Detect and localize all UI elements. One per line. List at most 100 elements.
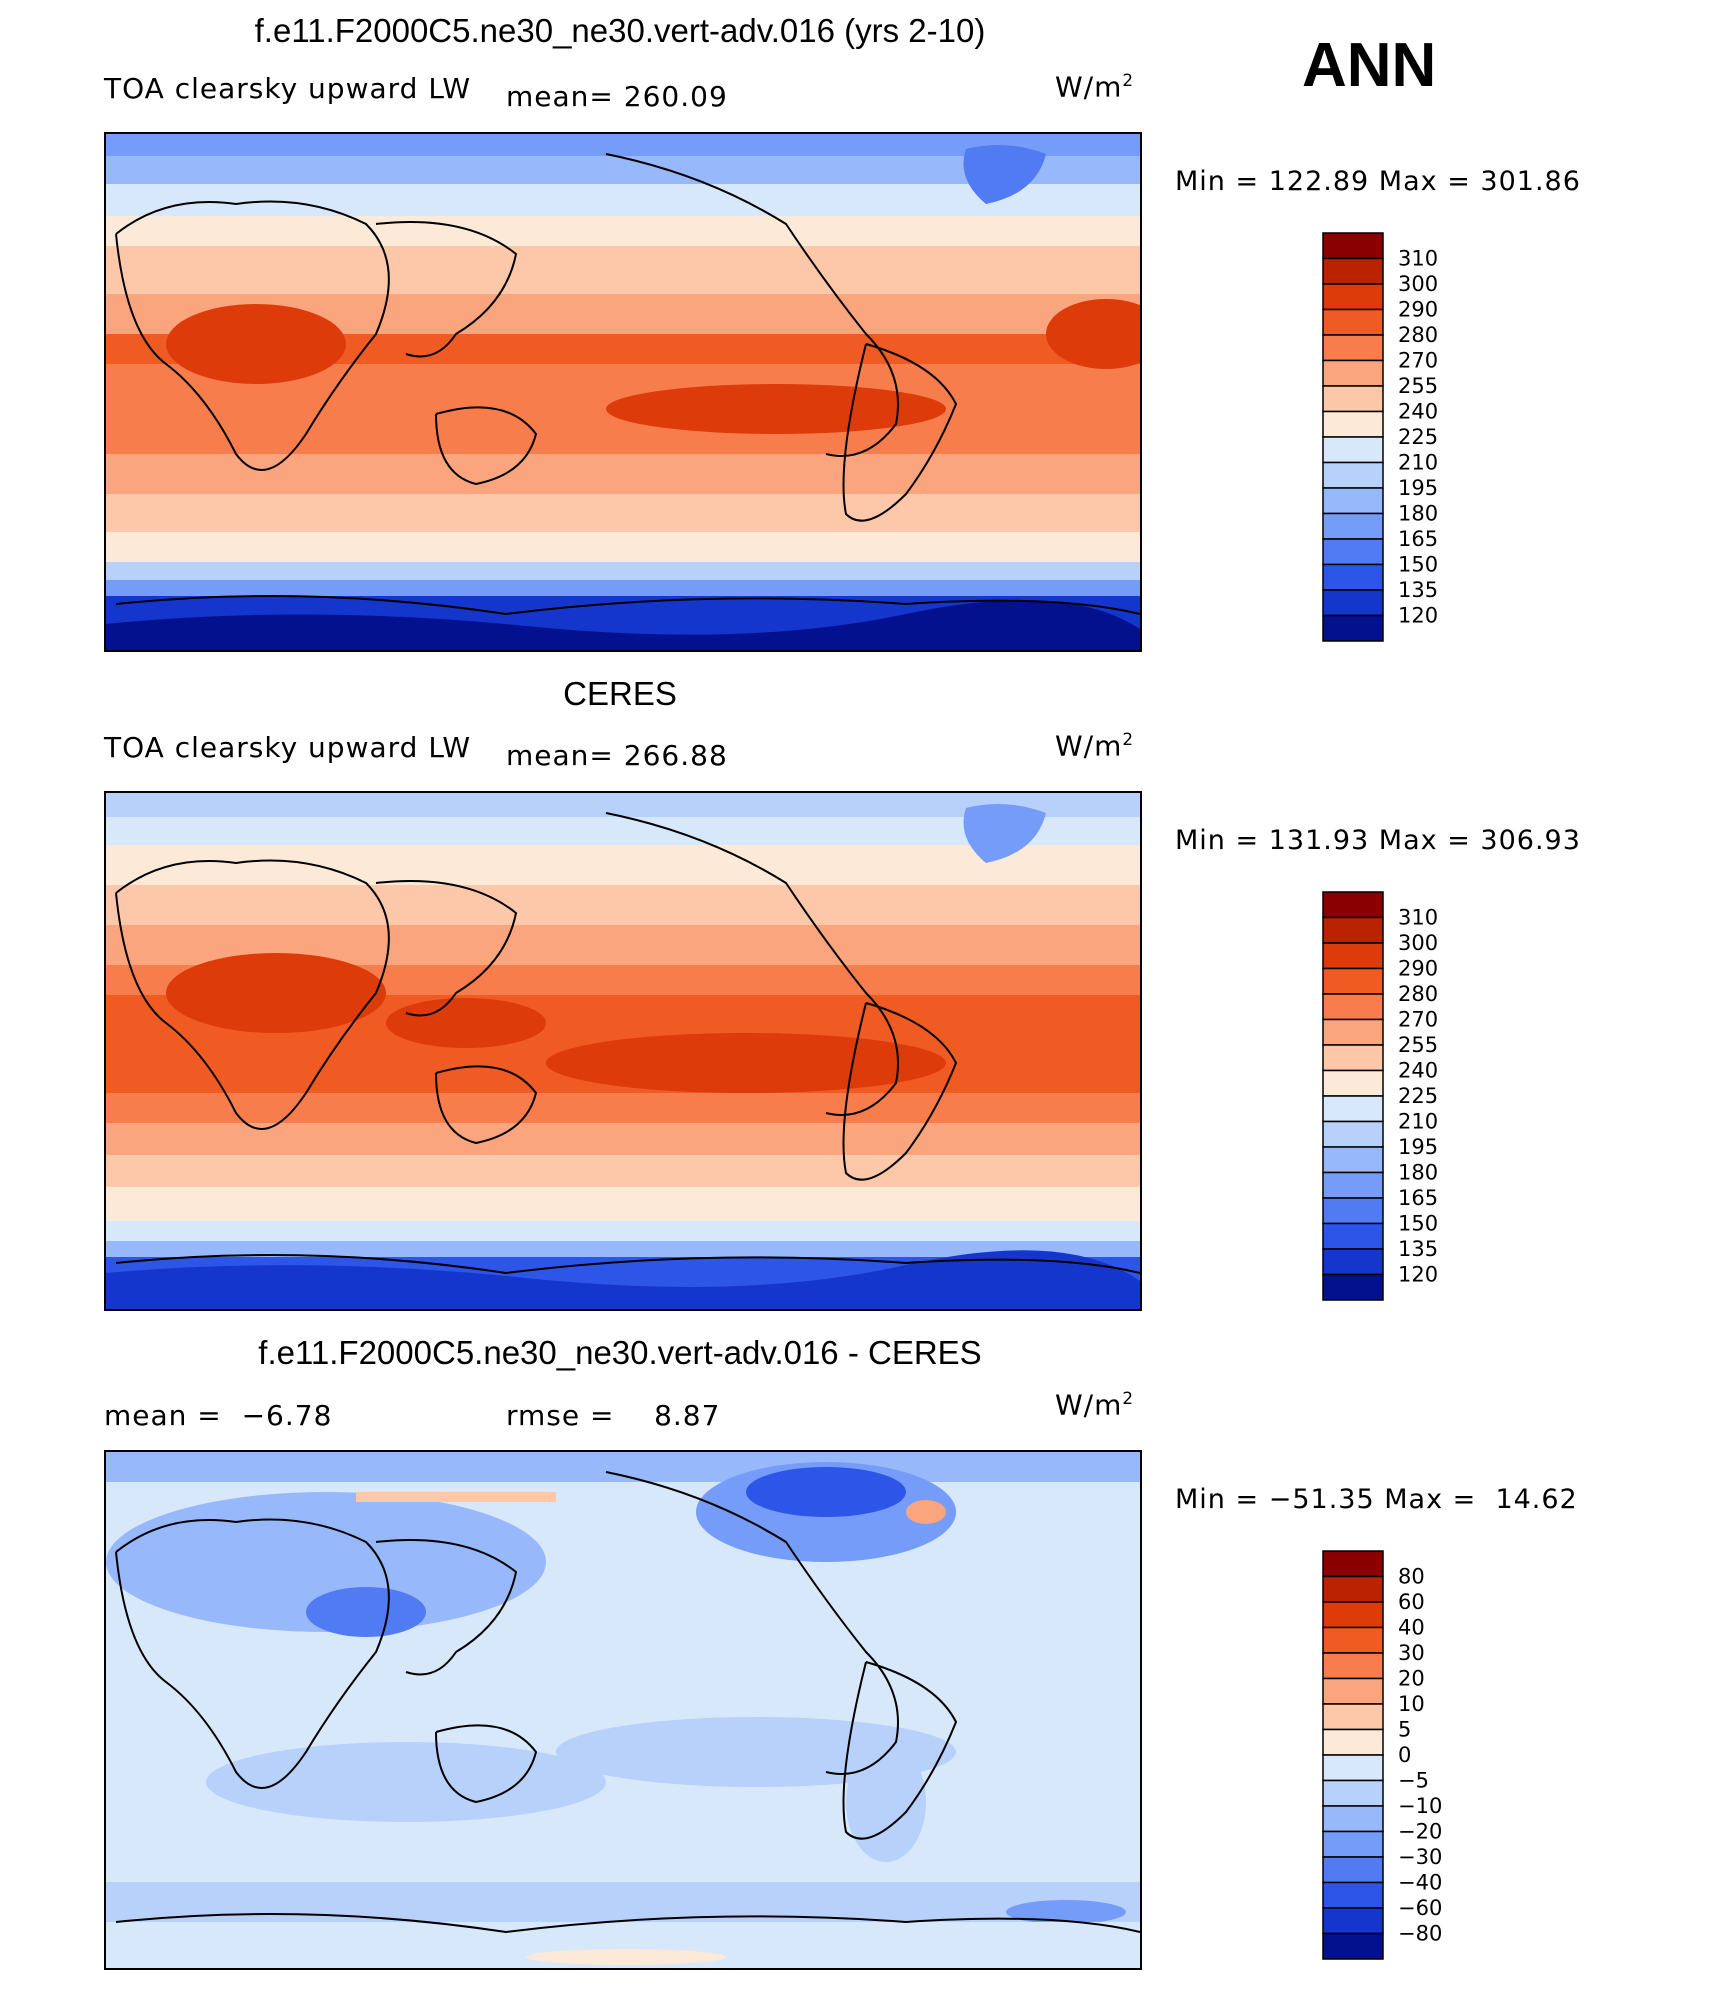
- panel2-band-n-mid: [106, 845, 1140, 885]
- panel3-colorbar: 80 60 40 30 20 10 5 0 −5 −10 −20 −30 −40 −60 −80: [1322, 1550, 1482, 1966]
- colorbar-swatch: [1322, 512, 1384, 540]
- panel3-max-label: Max =: [1384, 1484, 1477, 1515]
- colorbar-swatch: [1322, 538, 1384, 566]
- panel3-antarctic-positive: [526, 1949, 726, 1965]
- colorbar-swatch: [1322, 1703, 1384, 1731]
- panel2-units: W/m2: [1055, 729, 1134, 762]
- panel2-colorbar: 310 300 290 280 270 255 240 225 210 195 180 165 150 1…: [1322, 891, 1482, 1307]
- colorbar-level-label: 135: [1398, 1237, 1438, 1261]
- colorbar-swatch: [1322, 232, 1384, 260]
- colorbar-level-label: 280: [1398, 323, 1438, 347]
- panel1-sahara-warm: [166, 304, 346, 384]
- colorbar-swatch: [1322, 916, 1384, 944]
- colorbar-level-label: 280: [1398, 982, 1438, 1006]
- colorbar-swatch: [1322, 589, 1384, 617]
- panel1-band-n-mid: [106, 184, 1140, 216]
- colorbar-level-label: 10: [1398, 1692, 1425, 1716]
- colorbar-swatch: [1322, 1575, 1384, 1603]
- colorbar-level-label: 290: [1398, 957, 1438, 981]
- colorbar-level-label: 240: [1398, 400, 1438, 424]
- panel2-mean-label: mean=: [506, 739, 614, 772]
- panel2-coastlines: [115, 812, 1140, 1275]
- panel3-siberia-positive: [356, 1492, 556, 1502]
- panel1-map-svg: [106, 134, 1140, 650]
- colorbar-swatch: [1322, 1146, 1384, 1174]
- panel2-greenland: [963, 804, 1046, 863]
- colorbar-swatch: [1322, 385, 1384, 413]
- panel2-mean-value: 266.88: [623, 739, 728, 772]
- colorbar-swatch: [1322, 563, 1384, 591]
- panel3-tibet-bias: [306, 1587, 426, 1637]
- colorbar-level-label: 225: [1398, 425, 1438, 449]
- panel2-variable-label: TOA clearsky upward LW: [104, 731, 472, 764]
- colorbar-swatch: [1322, 283, 1384, 311]
- panel2-band-s-temperate: [106, 1155, 1140, 1187]
- panel2-antarctic-interior: [106, 1250, 1140, 1309]
- colorbar-swatch: [1322, 967, 1384, 995]
- colorbar-level-label: 270: [1398, 1008, 1438, 1032]
- panel2-max-label: Max =: [1378, 825, 1471, 856]
- panel2-band-s-subtropic: [106, 1123, 1140, 1155]
- colorbar-level-label: 180: [1398, 502, 1438, 526]
- colorbar-level-label: 5: [1398, 1718, 1411, 1742]
- panel1-greenland: [963, 145, 1046, 204]
- colorbar-swatch: [1322, 1881, 1384, 1909]
- colorbar-level-label: 270: [1398, 349, 1438, 373]
- colorbar-level-label: −40: [1398, 1871, 1442, 1895]
- colorbar-level-label: 120: [1398, 1263, 1438, 1287]
- panel3-south-america-bias: [846, 1742, 926, 1862]
- colorbar-swatch: [1322, 1044, 1384, 1072]
- panel1-units-base: W/m: [1055, 70, 1123, 104]
- panel1-minmax: Min = 122.89 Max = 301.86: [1175, 166, 1581, 197]
- panel1-mean-value: 260.09: [623, 80, 728, 113]
- season-label: ANN: [1302, 31, 1437, 100]
- panel2-band-s-mid: [106, 1187, 1140, 1221]
- colorbar-swatch: [1322, 1830, 1384, 1858]
- panel1-map: [104, 132, 1142, 652]
- colorbar-level-label: −30: [1398, 1845, 1442, 1869]
- panel3-mean-label: mean =: [104, 1399, 222, 1432]
- panel3-band-arctic: [106, 1452, 1140, 1482]
- colorbar-swatch: [1322, 1069, 1384, 1097]
- colorbar-level-label: −5: [1398, 1769, 1429, 1793]
- panel2-min-label: Min =: [1175, 825, 1260, 856]
- colorbar-swatch: [1322, 1120, 1384, 1148]
- panel1-band-arctic: [106, 134, 1140, 156]
- colorbar-level-label: 80: [1398, 1565, 1425, 1589]
- colorbar-level-label: 290: [1398, 298, 1438, 322]
- panel1-units-exp: 2: [1122, 70, 1135, 90]
- colorbar-level-label: 40: [1398, 1616, 1425, 1640]
- colorbar-swatch: [1322, 1728, 1384, 1756]
- panel1-colorbar: 310 300 290 280 270 255 240 225 210 195 180 165 150 1…: [1322, 232, 1482, 648]
- panel3-title: f.e11.F2000C5.ne30_ne30.vert-adv.016 - C…: [258, 1334, 982, 1371]
- panel2-band-s-high: [106, 1221, 1140, 1241]
- colorbar-swatch: [1322, 1856, 1384, 1884]
- panel2-map-svg: [106, 793, 1140, 1309]
- colorbar-swatch: [1322, 1779, 1384, 1807]
- panel3-weddell-bias: [1006, 1900, 1126, 1924]
- colorbar-level-label: 225: [1398, 1084, 1438, 1108]
- colorbar-level-label: 20: [1398, 1667, 1425, 1691]
- panel1-max-value: 301.86: [1480, 166, 1581, 197]
- colorbar-level-label: 210: [1398, 1110, 1438, 1134]
- colorbar-level-label: −10: [1398, 1794, 1442, 1818]
- panel2-warm-pool: [386, 998, 546, 1048]
- panel3-indian-ocean-bias: [206, 1742, 606, 1822]
- panel3-max-value: 14.62: [1495, 1484, 1578, 1515]
- colorbar-level-label: 255: [1398, 1033, 1438, 1057]
- colorbar-svg: 3103002902802702552402252101951801651501…: [1322, 891, 1438, 1301]
- colorbar-level-label: 120: [1398, 604, 1438, 628]
- colorbar-swatch: [1322, 942, 1384, 970]
- panel3-map: [104, 1450, 1142, 1970]
- panel2-min-value: 131.93: [1268, 825, 1370, 856]
- panel1-band-southern-ocean: [106, 580, 1140, 596]
- panel1-band-s-mid: [106, 532, 1140, 562]
- panel2-sahara-warm: [166, 953, 386, 1033]
- colorbar-swatch: [1322, 1248, 1384, 1276]
- panel3-min-label: Min =: [1175, 1484, 1260, 1515]
- colorbar-swatch: [1322, 1273, 1384, 1301]
- panel3-units: W/m2: [1055, 1388, 1134, 1421]
- colorbar-swatch: [1322, 1095, 1384, 1123]
- colorbar-swatch: [1322, 1626, 1384, 1654]
- colorbar-level-label: 150: [1398, 1212, 1438, 1236]
